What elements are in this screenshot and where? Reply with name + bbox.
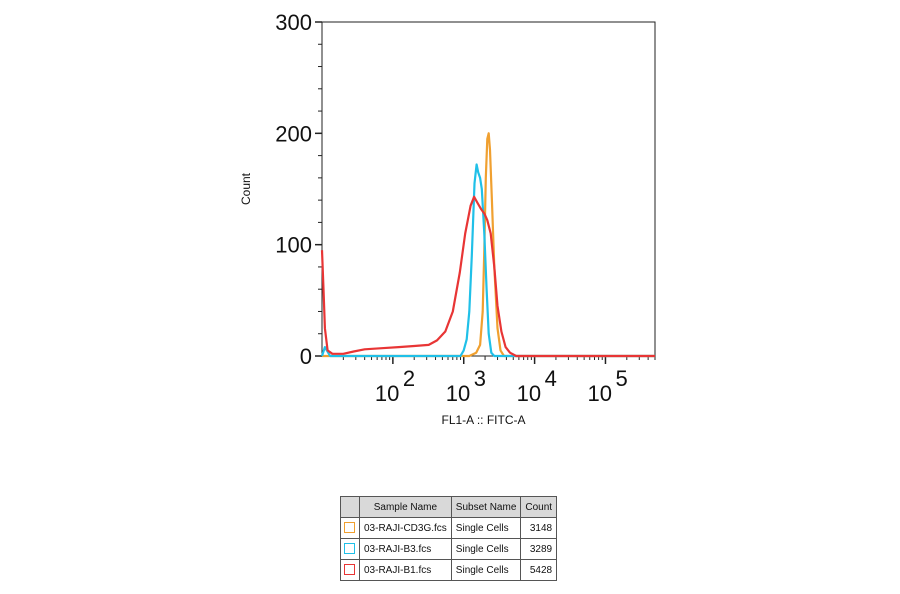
legend-table: Sample Name Subset Name Count 03-RAJI-CD… [340, 496, 558, 581]
x-tick-base: 10 [375, 381, 399, 406]
legend-count: 5428 [520, 559, 558, 581]
series-group [320, 132, 655, 358]
legend-swatch [344, 564, 355, 576]
legend-subset-name: Single Cells [450, 517, 522, 539]
legend-swatch-cell [340, 559, 360, 581]
x-axis-title: FL1-A :: FITC-A [441, 413, 525, 427]
y-axis-title: Count [239, 172, 253, 205]
series-line-0 [322, 132, 655, 358]
series-line-2 [320, 195, 655, 358]
x-tick-base: 10 [446, 381, 470, 406]
x-tick-base: 10 [517, 381, 541, 406]
legend-swatch [344, 543, 355, 555]
y-axis-ticks: 0 100 200 300 [275, 10, 322, 369]
plot-frame [321, 21, 656, 357]
legend-sample-name: 03-RAJI-B3.fcs [359, 538, 452, 560]
legend-swatch-header [340, 496, 360, 518]
legend-row: 03-RAJI-B3.fcs Single Cells 3289 [340, 538, 558, 560]
legend-header-sample: Sample Name [359, 496, 452, 518]
legend-header-count: Count [520, 496, 558, 518]
legend-swatch-cell [340, 517, 360, 539]
series-line-1 [320, 163, 655, 358]
legend-row: 03-RAJI-B1.fcs Single Cells 5428 [340, 559, 558, 581]
legend-subset-name: Single Cells [450, 538, 522, 560]
legend-header-row: Sample Name Subset Name Count [340, 496, 558, 518]
x-tick-exponent: 2 [403, 366, 415, 391]
x-tick-exponent: 5 [615, 366, 627, 391]
legend-row: 03-RAJI-CD3G.fcs Single Cells 3148 [340, 517, 558, 539]
legend-header-subset: Subset Name [450, 496, 522, 518]
legend-swatch-cell [340, 538, 360, 560]
x-tick-exponent: 3 [474, 366, 486, 391]
legend-swatch [344, 522, 355, 534]
legend-sample-name: 03-RAJI-CD3G.fcs [359, 517, 452, 539]
x-tick-base: 10 [587, 381, 611, 406]
legend-count: 3148 [520, 517, 558, 539]
y-tick-label: 300 [275, 10, 312, 35]
legend-count: 3289 [520, 538, 558, 560]
y-tick-label: 100 [275, 233, 312, 258]
legend-subset-name: Single Cells [450, 559, 522, 581]
y-tick-label: 0 [300, 344, 312, 369]
legend-sample-name: 03-RAJI-B1.fcs [359, 559, 452, 581]
x-tick-exponent: 4 [545, 366, 557, 391]
y-tick-label: 200 [275, 121, 312, 146]
